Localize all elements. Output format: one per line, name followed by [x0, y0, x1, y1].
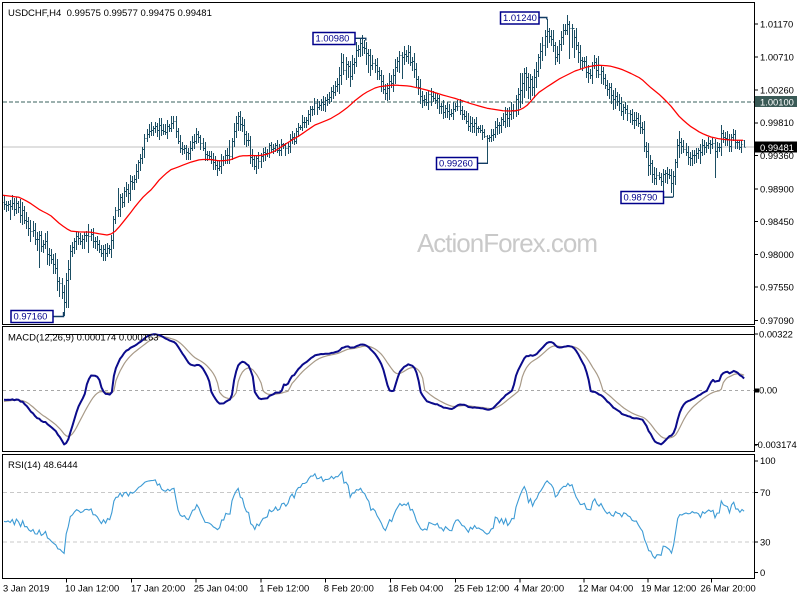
svg-text:17 Jan 20:00: 17 Jan 20:00 [131, 583, 185, 594]
svg-text:18 Feb 04:00: 18 Feb 04:00 [388, 583, 443, 594]
svg-text:3 Jan 2019: 3 Jan 2019 [3, 583, 49, 594]
svg-text:1.01240: 1.01240 [503, 12, 537, 23]
svg-text:0.98790: 0.98790 [624, 192, 658, 203]
svg-text:MACD(12,26,9) 0.000174 0.00016: MACD(12,26,9) 0.000174 0.000163 [8, 333, 159, 344]
svg-text:1.00260: 1.00260 [760, 84, 794, 95]
svg-text:0.00322: 0.00322 [759, 329, 793, 340]
svg-text:0.99481: 0.99481 [760, 142, 794, 153]
svg-text:0.99260: 0.99260 [439, 158, 473, 169]
svg-text:1.00100: 1.00100 [760, 96, 794, 107]
svg-text:1.01170: 1.01170 [760, 18, 793, 29]
svg-text:1 Feb 12:00: 1 Feb 12:00 [259, 583, 309, 594]
svg-text:0.98450: 0.98450 [760, 216, 794, 227]
svg-text:0: 0 [760, 567, 765, 578]
svg-text:1.00980: 1.00980 [316, 33, 350, 44]
svg-text:0.97160: 0.97160 [14, 311, 48, 322]
svg-text:25 Feb 12:00: 25 Feb 12:00 [454, 583, 509, 594]
svg-text:RSI(14) 48.6444: RSI(14) 48.6444 [8, 460, 78, 471]
svg-text:ActionForex.com: ActionForex.com [417, 228, 597, 258]
svg-text:0.97090: 0.97090 [760, 315, 794, 326]
svg-text:10 Jan 12:00: 10 Jan 12:00 [65, 583, 119, 594]
svg-text:0.99810: 0.99810 [760, 117, 794, 128]
svg-text:0.99360: 0.99360 [760, 150, 794, 161]
svg-text:26 Mar 20:00: 26 Mar 20:00 [701, 583, 756, 594]
svg-text:0.98000: 0.98000 [760, 249, 794, 260]
svg-text:4 Mar 20:00: 4 Mar 20:00 [514, 583, 564, 594]
svg-text:0.00: 0.00 [759, 385, 777, 396]
svg-text:70: 70 [760, 487, 770, 498]
svg-text:19 Mar 12:00: 19 Mar 12:00 [641, 583, 696, 594]
svg-text:0.97550: 0.97550 [760, 282, 794, 293]
svg-text:1.00710: 1.00710 [760, 51, 794, 62]
svg-text:-0.003174: -0.003174 [755, 439, 797, 450]
svg-text:0.98900: 0.98900 [760, 183, 794, 194]
svg-text:100: 100 [760, 455, 776, 466]
svg-text:USDCHF,H4 0.99575 0.99577 0.9: USDCHF,H4 0.99575 0.99577 0.99475 0.9948… [8, 8, 212, 19]
svg-text:12 Mar 04:00: 12 Mar 04:00 [578, 583, 633, 594]
svg-text:30: 30 [760, 536, 770, 547]
svg-text:25 Jan 04:00: 25 Jan 04:00 [194, 583, 248, 594]
svg-text:8 Feb 20:00: 8 Feb 20:00 [324, 583, 374, 594]
